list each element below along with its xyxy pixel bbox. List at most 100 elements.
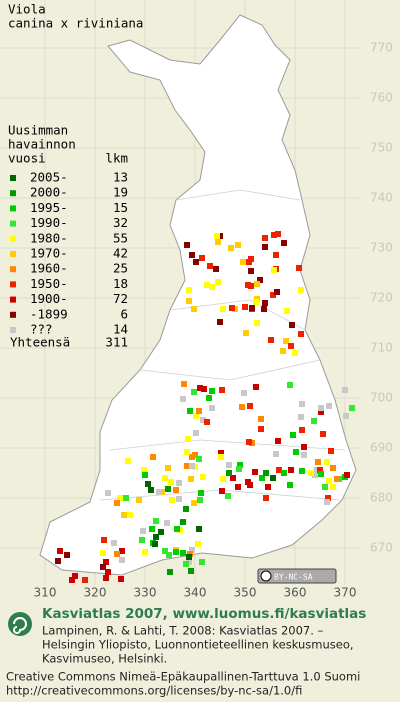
logo (8, 612, 32, 636)
observation-square (288, 343, 294, 349)
legend-swatch (10, 266, 16, 273)
finland-outline (39, 14, 357, 576)
license-badge[interactable] (257, 568, 337, 584)
observation-square (214, 233, 220, 239)
observation-square (168, 479, 174, 485)
observation-square (271, 232, 277, 238)
observation-square (262, 235, 268, 241)
observation-square (180, 550, 186, 556)
observation-square (140, 528, 146, 534)
observation-square (123, 495, 129, 501)
observation-square (275, 438, 281, 444)
observation-square (299, 401, 305, 407)
observation-square (209, 405, 215, 411)
observation-square (220, 476, 226, 482)
observation-square (196, 526, 202, 532)
observation-square (114, 500, 120, 506)
observation-square (259, 475, 265, 481)
observation-square (296, 265, 302, 271)
observation-square (174, 526, 180, 532)
legend-total-label: Yhteensä (10, 335, 70, 350)
observation-square (298, 331, 304, 337)
observation-square (239, 404, 245, 410)
northing-label: 750 (370, 141, 393, 155)
logo-swirl (13, 617, 27, 634)
observation-square (213, 266, 219, 272)
observation-square (193, 413, 199, 419)
observation-square (217, 319, 223, 325)
observation-square (199, 559, 205, 565)
observation-square (290, 432, 296, 438)
observation-square (271, 267, 277, 273)
observation-square (261, 306, 267, 312)
observation-square (125, 458, 131, 464)
observation-square (274, 289, 280, 295)
observation-square (119, 548, 125, 554)
observation-square (139, 537, 145, 543)
observation-square (288, 467, 294, 473)
observation-square (317, 467, 323, 473)
observation-square (105, 569, 111, 575)
observation-square (149, 526, 155, 532)
observation-square (209, 388, 215, 394)
footer-headline[interactable]: Kasviatlas 2007, www.luomus.fi/kasviatla… (42, 606, 366, 622)
observation-square (301, 444, 307, 450)
legend-count: 55 (113, 230, 128, 245)
legend-label: 1950- (30, 276, 68, 291)
northing-label: 740 (370, 191, 393, 205)
observation-square (215, 239, 221, 245)
observation-square (200, 474, 206, 480)
observation-square (69, 577, 75, 583)
observation-square (72, 573, 78, 579)
observation-square (344, 472, 350, 478)
citation: Helsingin Yliopisto, Luonnontieteellinen… (42, 638, 354, 652)
legend-heading: Uusimman (8, 123, 68, 138)
observation-square (162, 548, 168, 554)
legend-count: 19 (113, 185, 128, 200)
observation-square (119, 557, 125, 563)
observation-square (230, 475, 236, 481)
observation-square (240, 259, 246, 265)
easting-label: 370 (334, 586, 357, 600)
observation-square (343, 413, 349, 419)
title-line: Viola (8, 2, 46, 17)
observation-square (301, 452, 307, 458)
legend-label: 1970- (30, 246, 68, 261)
observation-square (254, 281, 260, 287)
observation-square (226, 470, 232, 476)
observation-square (188, 568, 194, 574)
observation-square (196, 456, 202, 462)
easting-label: 320 (84, 586, 107, 600)
observation-square (241, 390, 247, 396)
observation-square (111, 540, 117, 546)
observation-square (103, 575, 109, 581)
observation-square (100, 564, 106, 570)
observation-square (328, 448, 334, 454)
observation-square (218, 450, 224, 456)
observation-square (101, 537, 107, 543)
observation-square (237, 462, 243, 468)
observation-square (225, 493, 231, 499)
observation-square (268, 337, 274, 343)
northing-label: 670 (370, 541, 393, 555)
observation-square (191, 306, 197, 312)
observation-square (200, 417, 206, 423)
observation-square (284, 308, 290, 314)
observation-square (186, 554, 192, 560)
legend-label: 2005- (30, 170, 68, 185)
legend-count: 72 (113, 291, 128, 306)
observation-square (206, 395, 212, 401)
observation-square (186, 298, 192, 304)
observation-square (148, 487, 154, 493)
observation-square (127, 512, 133, 518)
observation-square (180, 396, 186, 402)
observation-square (166, 552, 172, 558)
easting-label: 340 (184, 586, 207, 600)
legend-label: 1990- (30, 215, 68, 230)
legend-label: 2000- (30, 185, 68, 200)
observation-square (180, 519, 186, 525)
observation-square (263, 495, 269, 501)
observation-square (273, 451, 279, 457)
license-url[interactable]: http://creativecommons.org/licenses/by-n… (6, 684, 302, 698)
observation-square (276, 467, 282, 473)
